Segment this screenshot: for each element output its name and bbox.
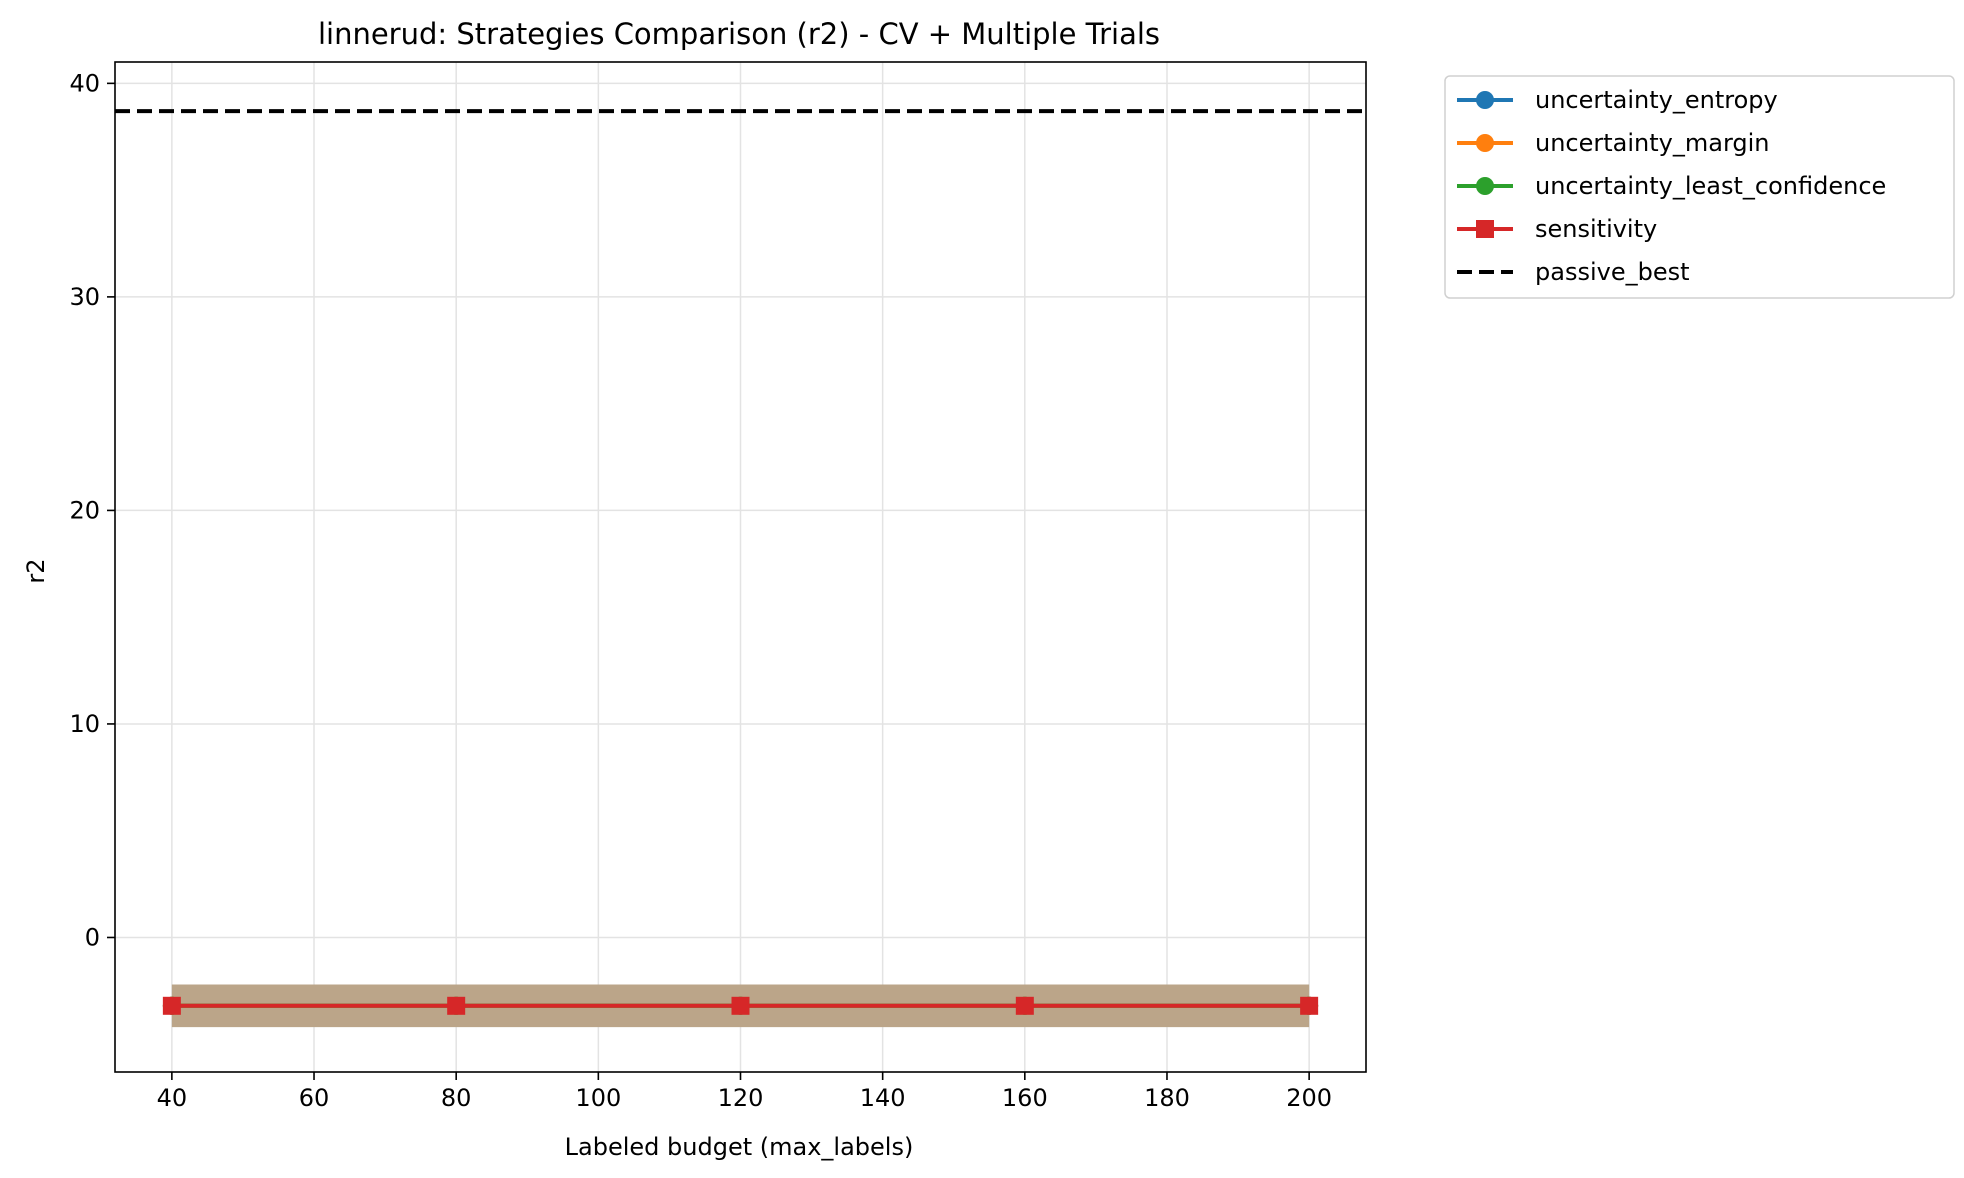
x-tick-label: 80 <box>441 1084 472 1112</box>
legend-label-sensitivity: sensitivity <box>1535 215 1657 243</box>
legend-marker-uncertainty_entropy <box>1476 91 1494 109</box>
legend-marker-sensitivity <box>1476 220 1494 238</box>
legend-box <box>1444 75 1955 299</box>
y-tick-label: 20 <box>69 496 100 524</box>
y-tick-label: 10 <box>69 710 100 738</box>
data-point-sensitivity <box>162 996 181 1015</box>
x-tick-label: 120 <box>718 1084 764 1112</box>
plot-area: 40 60 80 100 120 140 160 180 200 0 10 20 30 40 <box>69 61 1367 1112</box>
legend-label-uncertainty_entropy: uncertainty_entropy <box>1535 86 1778 114</box>
data-point-sensitivity <box>1015 996 1034 1015</box>
y-axis-title: r2 <box>22 558 50 583</box>
chart-title: linnerud: Strategies Comparison (r2) - C… <box>318 17 1160 51</box>
y-tick-label: 0 <box>85 923 100 951</box>
y-tick-label: 30 <box>69 283 100 311</box>
x-tick-label: 40 <box>157 1084 188 1112</box>
data-point-sensitivity <box>447 996 466 1015</box>
legend: uncertainty_entropy uncertainty_marginunc… <box>1444 75 1955 299</box>
data-point-sensitivity <box>731 996 750 1015</box>
legend-label-uncertainty_least_confidence: uncertainty_least_confidence <box>1535 172 1886 200</box>
legend-label-passive_best: passive_best <box>1535 258 1690 286</box>
y-tick-label: 40 <box>69 69 100 97</box>
x-tick-label: 100 <box>575 1084 621 1112</box>
x-axis-title: Labeled budget (max_labels) <box>565 1133 914 1161</box>
x-tick-label: 180 <box>1144 1084 1190 1112</box>
data-point-sensitivity <box>1300 996 1319 1015</box>
legend-label-uncertainty_margin: uncertainty_margin <box>1535 129 1770 157</box>
legend-marker-uncertainty_margin <box>1476 134 1494 152</box>
x-tick-label: 160 <box>1002 1084 1048 1112</box>
legend-marker-uncertainty_least_confidence <box>1476 177 1494 195</box>
x-tick-label: 60 <box>299 1084 330 1112</box>
x-tick-label: 140 <box>860 1084 906 1112</box>
x-tick-label: 200 <box>1286 1084 1332 1112</box>
